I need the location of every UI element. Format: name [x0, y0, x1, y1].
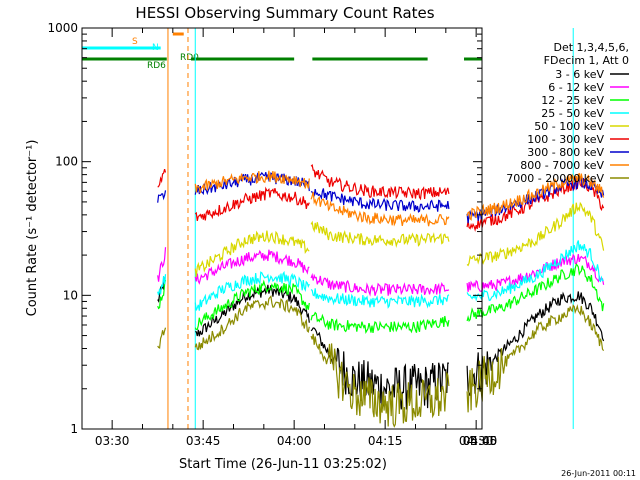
- series-50-100keV: [194, 201, 605, 278]
- x-tick-label: 04:15: [368, 434, 403, 448]
- vertical-marker-layer: [167, 28, 574, 429]
- y-tick-label: 100: [55, 155, 78, 169]
- series-segment: [466, 253, 605, 292]
- x-tick-label: 04:45: [463, 434, 498, 448]
- x-tick-label: 03:45: [186, 434, 221, 448]
- footer-timestamp: 26-Jun-2011 00:11: [561, 469, 636, 478]
- series-segment: [157, 279, 167, 310]
- x-tick-label: 04:30: [459, 434, 494, 448]
- series-segment: [310, 191, 450, 227]
- x-tick-label: 05:00: [463, 434, 498, 448]
- x-tick-label: 04:00: [277, 434, 312, 448]
- series-segment: [157, 274, 167, 296]
- series-6-12keV: [157, 247, 605, 297]
- flag-label-rd6: RD6: [147, 61, 166, 71]
- series-segment: [310, 311, 450, 335]
- flag-label-n: N: [152, 43, 159, 53]
- series-segment: [157, 190, 167, 203]
- y-axis-label: Count Rate (s⁻¹ detector⁻¹): [25, 140, 40, 317]
- series-segment: [310, 327, 449, 410]
- series-segment: [194, 295, 310, 351]
- series-segment: [310, 188, 450, 213]
- x-axis-label: Start Time (26-Jun-11 03:25:02): [179, 457, 387, 472]
- y-tick-label: 1: [70, 422, 78, 436]
- flag-label-s: S: [132, 37, 138, 47]
- series-layer: [157, 164, 605, 428]
- series-segment: [466, 201, 605, 267]
- flag-label-rd0: RD0: [180, 53, 199, 63]
- legend-entry-label: 300 - 800 keV: [527, 146, 604, 159]
- legend-entry-label: 7000 - 20000 keV: [506, 172, 604, 185]
- series-segment: [466, 172, 605, 221]
- series-25-50keV: [157, 240, 604, 311]
- legend: Det 1,3,4,5,6,FDecim 1, Att 03 - 6 keV6 …: [506, 41, 629, 185]
- series-segment: [310, 333, 450, 428]
- series-segment: [195, 284, 310, 337]
- legend-entry-label: 25 - 50 keV: [541, 107, 604, 120]
- series-segment: [310, 164, 450, 201]
- series-7000-20000keV: [157, 295, 605, 428]
- legend-entry-label: 800 - 7000 keV: [520, 159, 604, 172]
- series-12-25keV: [157, 263, 605, 335]
- series-segment: [466, 240, 604, 302]
- series-segment: [466, 263, 605, 323]
- series-segment: [157, 247, 167, 282]
- flag-layer: S N RD6 RD0: [82, 32, 482, 71]
- series-segment: [194, 249, 310, 285]
- series-segment: [310, 288, 450, 309]
- plot-frame: [81, 27, 483, 430]
- series-segment: [310, 220, 450, 248]
- x-tick-label: 03:30: [95, 434, 130, 448]
- legend-header-line: FDecim 1, Att 0: [544, 54, 629, 67]
- legend-entry-label: 12 - 25 keV: [541, 94, 604, 107]
- series-segment: [194, 279, 310, 331]
- series-segment: [194, 186, 310, 222]
- legend-entry-label: 6 - 12 keV: [548, 81, 604, 94]
- series-800-7000keV: [194, 170, 605, 227]
- series-segment: [194, 230, 310, 278]
- y-tick-label: 10: [63, 288, 78, 302]
- series-segment: [466, 291, 605, 396]
- y-axis: 1 10 100 1000: [47, 21, 482, 436]
- series-segment: [157, 327, 167, 349]
- legend-header-line: Det 1,3,4,5,6,: [553, 41, 629, 54]
- chart-title: HESSI Observing Summary Count Rates: [135, 4, 434, 22]
- y-tick-label: 1000: [47, 21, 78, 35]
- legend-entry-label: 3 - 6 keV: [555, 68, 604, 81]
- series-segment: [194, 270, 310, 311]
- series-segment: [466, 303, 605, 413]
- legend-entry-label: 100 - 300 keV: [527, 133, 604, 146]
- series-segment: [194, 170, 310, 194]
- legend-entry-label: 50 - 100 keV: [534, 120, 604, 133]
- series-segment: [310, 272, 450, 297]
- series-segment: [157, 168, 167, 188]
